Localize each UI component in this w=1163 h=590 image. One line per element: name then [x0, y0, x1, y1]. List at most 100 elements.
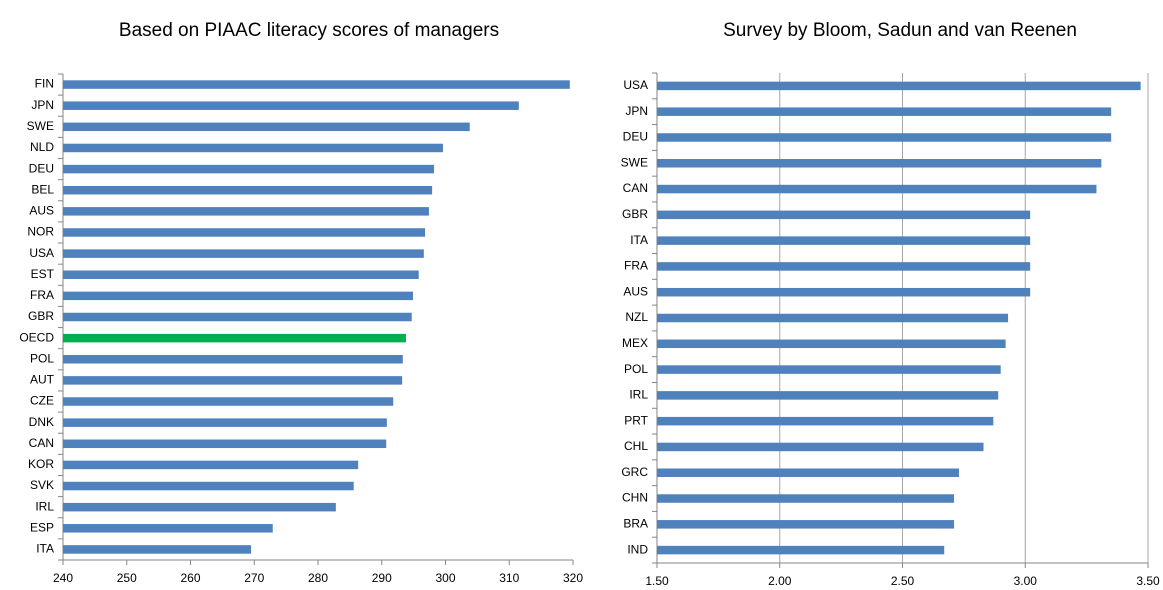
bar	[657, 468, 959, 477]
bar	[657, 107, 1112, 116]
y-tick-label: AUT	[30, 373, 55, 387]
bar	[63, 376, 403, 385]
y-tick-label: CHL	[624, 439, 648, 453]
bar	[657, 520, 955, 529]
bar	[63, 333, 406, 343]
bar	[63, 185, 433, 195]
y-tick-label: POL	[30, 351, 54, 365]
x-tick-label: 3.50	[1136, 574, 1160, 588]
y-tick-label: MEX	[622, 336, 648, 350]
bar	[63, 207, 429, 216]
y-tick-label: GBR	[622, 207, 648, 221]
bar	[657, 365, 1001, 374]
bar	[63, 312, 412, 322]
bar	[63, 228, 426, 237]
bar	[657, 287, 1031, 297]
chart-title: Survey by Bloom, Sadun and van Reenen	[723, 20, 1077, 41]
bar	[63, 502, 336, 512]
y-tick-label: ITA	[630, 233, 648, 247]
x-tick-label: 1.50	[645, 574, 669, 588]
y-tick-label: JPN	[31, 98, 54, 112]
bar	[63, 270, 419, 279]
x-tick-label: 250	[117, 571, 137, 585]
bar	[657, 416, 994, 426]
y-tick-label: FRA	[30, 288, 54, 302]
y-tick-label: CZE	[30, 394, 54, 408]
y-tick-label: DEU	[623, 130, 648, 144]
y-tick-label: CAN	[29, 436, 54, 450]
x-tick-label: 310	[499, 571, 519, 585]
x-tick-label: 320	[563, 571, 583, 585]
x-tick-label: 2.50	[891, 574, 915, 588]
y-tick-label: FIN	[35, 77, 54, 91]
y-tick-label: POL	[624, 362, 648, 376]
y-tick-label: DEU	[29, 161, 54, 175]
bar	[657, 313, 1009, 323]
bar	[63, 418, 387, 427]
y-tick-label: AUS	[29, 204, 54, 218]
y-tick-label: SWE	[621, 155, 648, 169]
bar	[657, 339, 1006, 349]
bar	[657, 545, 945, 555]
x-tick-label: 260	[180, 571, 200, 585]
y-tick-label: NOR	[27, 225, 54, 239]
y-tick-label: GRC	[621, 465, 648, 479]
bar	[63, 355, 403, 364]
bar	[657, 442, 984, 452]
bar	[63, 524, 273, 533]
y-tick-label: CAN	[623, 181, 648, 195]
bar	[63, 122, 470, 132]
bar	[63, 164, 435, 174]
y-tick-label: PRT	[624, 413, 648, 427]
y-tick-label: IRL	[35, 499, 54, 513]
y-tick-label: NLD	[30, 140, 54, 154]
x-tick-label: 300	[435, 571, 455, 585]
y-tick-label: DNK	[29, 415, 54, 429]
y-tick-label: CHN	[622, 491, 648, 505]
y-tick-label: ITA	[36, 542, 54, 556]
bar	[657, 262, 1031, 271]
bar	[63, 397, 394, 406]
bar	[63, 481, 354, 491]
bar	[657, 494, 955, 503]
y-tick-label: GBR	[28, 309, 54, 323]
bar	[63, 143, 443, 153]
y-tick-label: NZL	[625, 310, 648, 324]
y-tick-label: BRA	[623, 516, 648, 530]
x-tick-label: 280	[308, 571, 328, 585]
bar	[657, 81, 1141, 91]
y-tick-label: USA	[623, 78, 648, 92]
bar	[63, 101, 519, 110]
x-tick-label: 3.00	[1014, 574, 1038, 588]
bar	[657, 210, 1031, 220]
y-tick-label: USA	[29, 246, 54, 260]
bar	[657, 236, 1031, 245]
bar	[63, 439, 387, 449]
bar	[63, 80, 570, 89]
y-tick-label: BEL	[31, 182, 54, 196]
x-tick-label: 2.00	[768, 574, 792, 588]
bar	[657, 184, 1097, 194]
y-tick-label: IND	[627, 542, 648, 556]
y-tick-label: ESP	[30, 520, 54, 534]
bar	[63, 291, 413, 301]
bar	[657, 391, 999, 400]
y-tick-label: KOR	[28, 457, 54, 471]
bar	[657, 133, 1112, 142]
x-tick-label: 240	[53, 571, 73, 585]
y-tick-label: EST	[31, 267, 55, 281]
x-tick-label: 270	[244, 571, 264, 585]
chart-title: Based on PIAAC literacy scores of manage…	[119, 20, 499, 41]
y-tick-label: JPN	[625, 104, 648, 118]
y-tick-label: FRA	[624, 259, 648, 273]
bar	[63, 545, 252, 554]
y-tick-label: SVK	[30, 478, 54, 492]
bar	[63, 460, 359, 470]
bar	[657, 159, 1102, 168]
y-tick-label: OECD	[19, 330, 54, 344]
y-tick-label: SWE	[27, 119, 54, 133]
y-tick-label: IRL	[629, 388, 648, 402]
bar	[63, 249, 424, 258]
y-tick-label: AUS	[623, 284, 648, 298]
